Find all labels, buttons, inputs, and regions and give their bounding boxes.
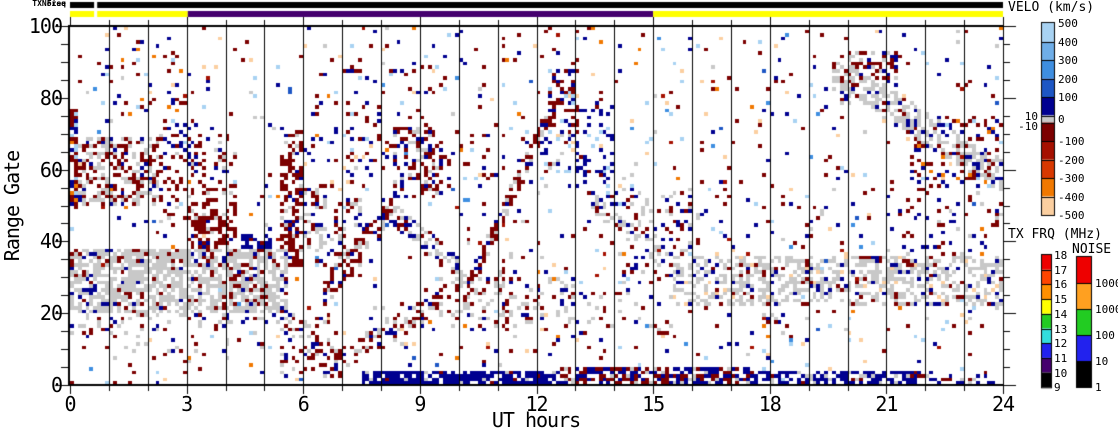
rti-plot-canvas [0, 0, 1118, 435]
figure: Noise TX Freq Range Gate UT hours VELO (… [0, 0, 1118, 435]
